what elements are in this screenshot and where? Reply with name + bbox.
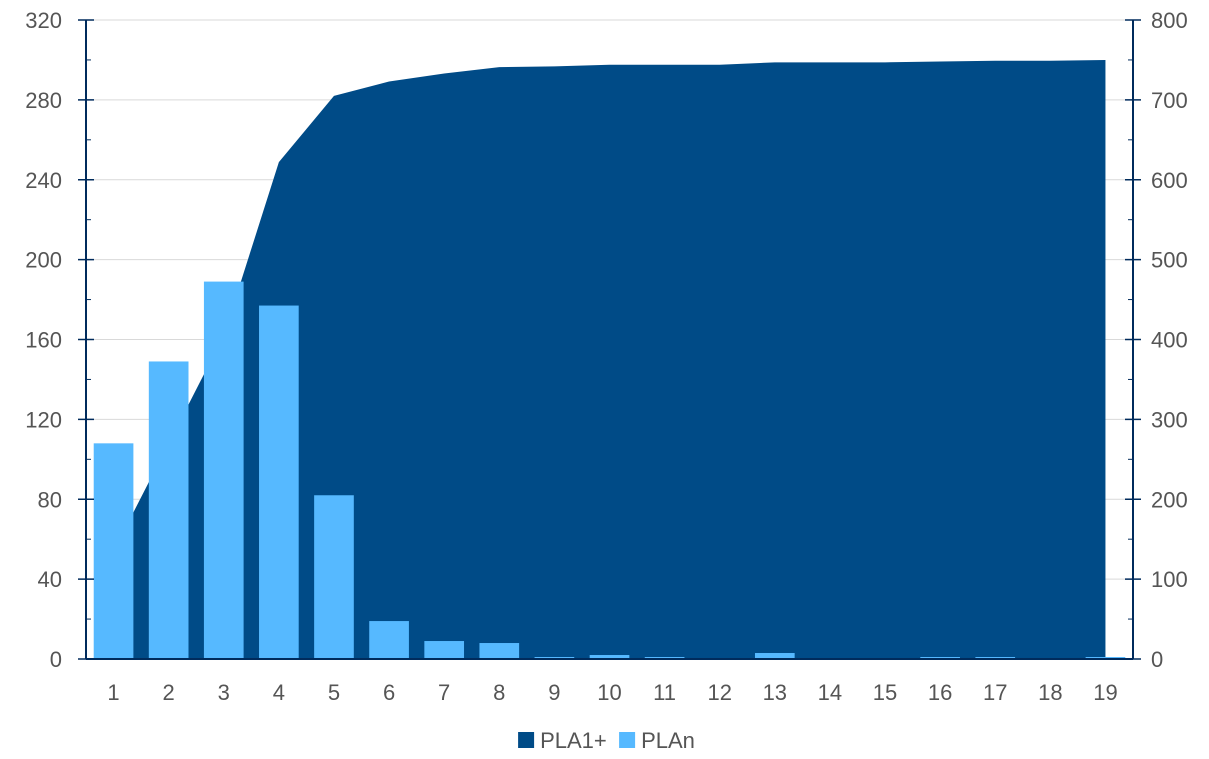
legend: PLA1+ PLAn [518,728,695,753]
right-tick-label: 500 [1151,248,1188,273]
axes: 0 40 80 120 160 200 240 280 320 0 100 200 300 400 500 6… [25,8,1187,705]
right-tick-label: 400 [1151,328,1188,353]
right-tick-label: 600 [1151,168,1188,193]
bar-plan [259,305,299,659]
legend-label: PLAn [641,728,695,753]
x-tick-label: 1 [107,680,119,705]
left-tick-label: 160 [25,328,62,353]
legend-swatch [518,732,535,748]
bar-plan [314,495,354,659]
right-tick-label: 0 [1151,647,1163,672]
x-tick-label: 16 [928,680,952,705]
x-tick-label: 15 [873,680,897,705]
x-tick-label: 7 [438,680,450,705]
bar-plan [589,655,630,659]
left-tick-label: 200 [25,248,62,273]
bar-series-layer [93,281,1126,659]
x-tick-label: 14 [818,680,842,705]
bar-plan [369,621,409,659]
bar-plan [203,281,244,659]
x-tick-label: 19 [1093,680,1117,705]
left-tick-label: 320 [25,8,62,33]
right-tick-label: 300 [1151,407,1188,432]
left-tick-label: 120 [25,407,62,432]
left-tick-label: 280 [25,88,62,113]
x-tick-label: 18 [1038,680,1062,705]
x-tick-label: 11 [653,680,676,705]
x-tick-label: 13 [763,680,787,705]
x-tick-label: 2 [163,680,175,705]
x-tick-label: 12 [707,680,731,705]
bar-plan [148,361,189,659]
x-tick-label: 10 [597,680,621,705]
x-tick-label: 8 [493,680,505,705]
legend-label: PLA1+ [540,728,607,753]
right-tick-label: 200 [1151,487,1188,512]
legend-swatch [619,732,636,748]
bar-plan [93,443,134,659]
x-tick-label: 9 [548,680,560,705]
left-tick-label: 40 [38,567,62,592]
area-series-layer [113,59,1106,659]
x-tick-label: 3 [218,680,230,705]
x-tick-label: 17 [983,680,1007,705]
left-tick-label: 80 [38,487,62,512]
x-tick-label: 4 [273,680,285,705]
right-tick-label: 700 [1151,88,1188,113]
x-tick-label: 5 [328,680,340,705]
right-tick-label: 800 [1151,8,1188,33]
bar-plan [754,653,795,659]
area-series-pla1plus [113,59,1106,659]
x-tick-label: 6 [383,680,395,705]
bar-plan [424,641,465,659]
right-tick-label: 100 [1151,567,1188,592]
left-tick-label: 240 [25,168,62,193]
bar-plan [479,643,520,659]
left-tick-label: 0 [50,647,62,672]
